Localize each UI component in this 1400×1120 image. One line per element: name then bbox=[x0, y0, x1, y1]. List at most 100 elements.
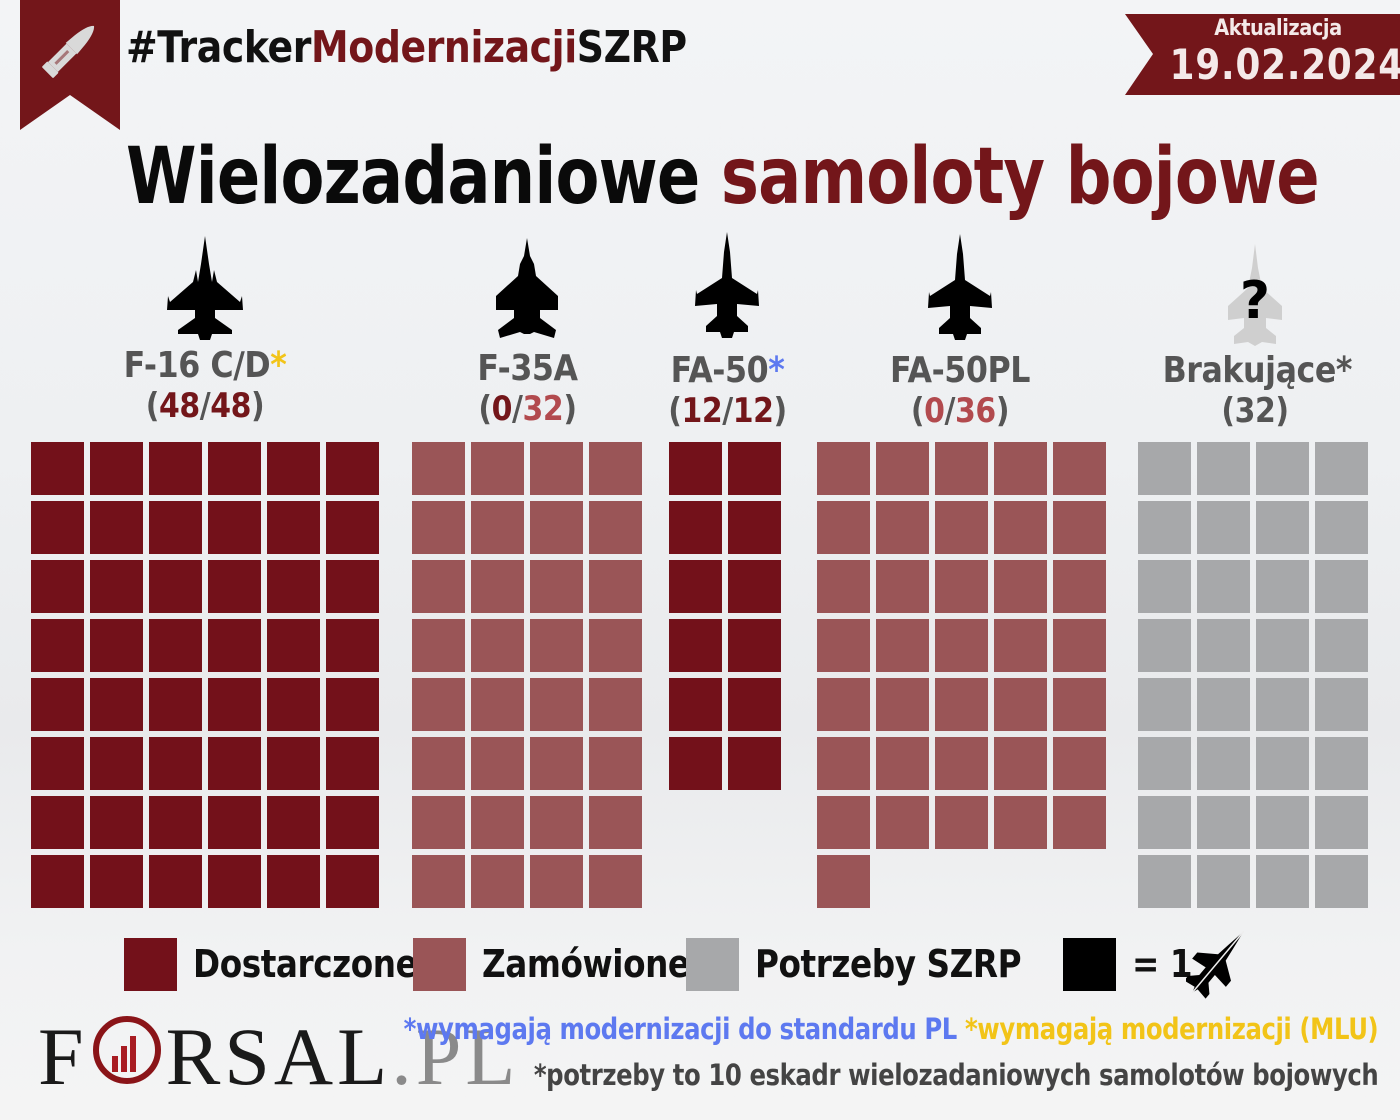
waffle-cell bbox=[728, 560, 781, 613]
waffle-cell bbox=[876, 501, 929, 554]
waffle-cell bbox=[1256, 442, 1309, 495]
waffle-cell bbox=[1197, 501, 1250, 554]
column-count-fa50pl: (0/36) bbox=[910, 391, 1010, 431]
waffle-cell bbox=[471, 855, 524, 908]
waffle-cell bbox=[90, 501, 143, 554]
waffle-grid-f16 bbox=[31, 442, 379, 908]
waffle-cell bbox=[530, 560, 583, 613]
waffle-cell bbox=[149, 737, 202, 790]
waffle-cell bbox=[1053, 560, 1106, 613]
waffle-cell bbox=[1053, 619, 1106, 672]
update-ribbon bbox=[1125, 14, 1400, 95]
footnote-needs: *potrzeby to 10 eskadr wielozadaniowych … bbox=[533, 1058, 1378, 1092]
waffle-cell bbox=[412, 619, 465, 672]
waffle-grid-fa50pl bbox=[817, 442, 1106, 908]
waffle-cell bbox=[90, 737, 143, 790]
waffle-cell bbox=[31, 619, 84, 672]
waffle-cell bbox=[1138, 619, 1191, 672]
waffle-cell bbox=[1256, 619, 1309, 672]
waffle-cell bbox=[31, 796, 84, 849]
waffle-cell bbox=[994, 619, 1047, 672]
footnote-modernization: *wymagają modernizacji do standardu PL *… bbox=[403, 1012, 1378, 1046]
waffle-cell bbox=[876, 678, 929, 731]
waffle-cell bbox=[208, 619, 261, 672]
waffle-cell bbox=[817, 560, 870, 613]
waffle-cell bbox=[817, 442, 870, 495]
waffle-cell bbox=[994, 442, 1047, 495]
waffle-cell bbox=[530, 855, 583, 908]
waffle-cell bbox=[1256, 796, 1309, 849]
waffle-cell bbox=[876, 560, 929, 613]
waffle-cell bbox=[1315, 442, 1368, 495]
waffle-cell bbox=[412, 737, 465, 790]
waffle-cell bbox=[208, 796, 261, 849]
waffle-cell bbox=[589, 442, 642, 495]
bullet-icon bbox=[42, 25, 95, 78]
waffle-cell bbox=[669, 560, 722, 613]
waffle-cell bbox=[1138, 501, 1191, 554]
waffle-cell bbox=[935, 737, 988, 790]
update-label: Aktualizacja bbox=[1214, 16, 1342, 41]
f35-jet-icon bbox=[496, 238, 558, 338]
waffle-cell bbox=[149, 796, 202, 849]
waffle-cell bbox=[589, 855, 642, 908]
waffle-cell bbox=[412, 442, 465, 495]
waffle-cell bbox=[876, 619, 929, 672]
waffle-cell bbox=[994, 501, 1047, 554]
waffle-cell bbox=[935, 560, 988, 613]
waffle-cell bbox=[530, 678, 583, 731]
waffle-cell bbox=[1197, 560, 1250, 613]
waffle-cell bbox=[994, 796, 1047, 849]
waffle-cell bbox=[90, 796, 143, 849]
waffle-cell bbox=[669, 501, 722, 554]
waffle-cell bbox=[149, 501, 202, 554]
waffle-cell bbox=[1138, 678, 1191, 731]
waffle-cell bbox=[267, 678, 320, 731]
waffle-cell bbox=[1197, 619, 1250, 672]
column-count-missing: (32) bbox=[1221, 391, 1289, 431]
waffle-cell bbox=[1197, 678, 1250, 731]
waffle-cell bbox=[90, 619, 143, 672]
waffle-cell bbox=[876, 796, 929, 849]
waffle-cell bbox=[1256, 855, 1309, 908]
waffle-cell bbox=[267, 442, 320, 495]
waffle-cell bbox=[1197, 442, 1250, 495]
waffle-cell bbox=[471, 442, 524, 495]
waffle-cell bbox=[530, 501, 583, 554]
waffle-cell bbox=[669, 678, 722, 731]
legend-label-delivered: Dostarczone bbox=[193, 942, 418, 986]
waffle-cell bbox=[471, 737, 524, 790]
bookmark-ribbon bbox=[20, 0, 120, 130]
waffle-cell bbox=[530, 442, 583, 495]
waffle-cell bbox=[1053, 442, 1106, 495]
waffle-cell bbox=[1138, 796, 1191, 849]
waffle-cell bbox=[208, 855, 261, 908]
waffle-cell bbox=[589, 560, 642, 613]
waffle-cell bbox=[1315, 737, 1368, 790]
waffle-cell bbox=[817, 855, 870, 908]
column-name-f35: F-35A bbox=[477, 348, 578, 389]
waffle-cell bbox=[817, 501, 870, 554]
column-name-fa50: FA-50* bbox=[670, 350, 785, 391]
hashtag-title: #TrackerModernizacjiSZRP bbox=[126, 22, 687, 73]
legend-swatch-delivered bbox=[124, 938, 177, 991]
waffle-cell bbox=[1315, 619, 1368, 672]
waffle-cell bbox=[267, 855, 320, 908]
waffle-cell bbox=[935, 619, 988, 672]
waffle-cell bbox=[1053, 501, 1106, 554]
legend-label-unit: = 1 bbox=[1132, 942, 1193, 986]
waffle-cell bbox=[530, 619, 583, 672]
waffle-cell bbox=[90, 678, 143, 731]
waffle-cell bbox=[669, 619, 722, 672]
chart-logo-icon bbox=[92, 1016, 161, 1084]
waffle-cell bbox=[471, 619, 524, 672]
waffle-cell bbox=[149, 560, 202, 613]
waffle-cell bbox=[90, 442, 143, 495]
waffle-cell bbox=[935, 501, 988, 554]
waffle-cell bbox=[876, 442, 929, 495]
update-date: 19.02.2024 bbox=[1169, 40, 1400, 89]
waffle-cell bbox=[31, 560, 84, 613]
waffle-cell bbox=[1197, 796, 1250, 849]
waffle-cell bbox=[149, 855, 202, 908]
waffle-cell bbox=[589, 501, 642, 554]
